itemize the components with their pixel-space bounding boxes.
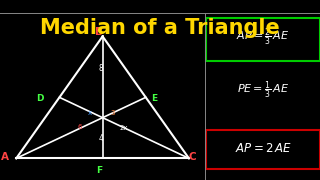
Text: B: B [95, 27, 103, 37]
Text: 6: 6 [78, 124, 83, 130]
Text: $PE = \frac{1}{3}\,AE$: $PE = \frac{1}{3}\,AE$ [237, 79, 289, 101]
Text: 2x: 2x [119, 125, 128, 131]
Text: Median of a Triangle: Median of a Triangle [40, 18, 280, 38]
Text: E: E [151, 94, 157, 103]
Text: 4: 4 [99, 134, 103, 143]
Text: D: D [36, 94, 44, 103]
Text: F: F [96, 166, 102, 175]
Text: $AP = 2\,AE$: $AP = 2\,AE$ [235, 142, 292, 155]
Text: 8: 8 [99, 64, 103, 73]
Text: $AP = \frac{2}{3}\,AE$: $AP = \frac{2}{3}\,AE$ [236, 26, 290, 48]
Text: C: C [188, 152, 196, 162]
Text: A: A [1, 152, 9, 162]
Text: 3: 3 [110, 110, 115, 116]
Text: x: x [88, 110, 92, 116]
